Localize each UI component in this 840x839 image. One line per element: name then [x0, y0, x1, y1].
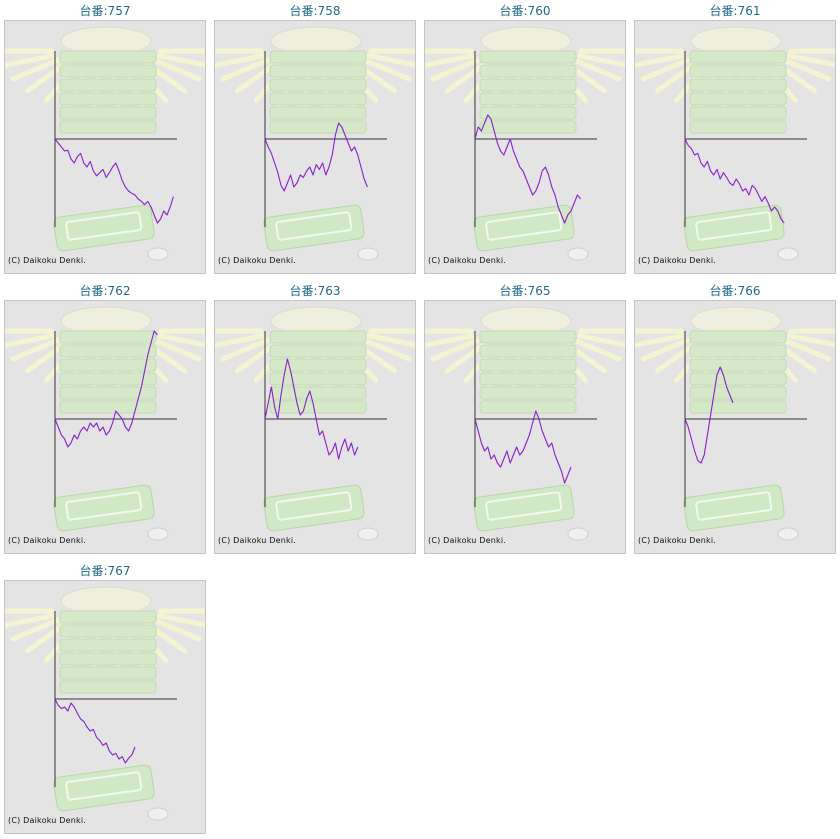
copyright-text: (C) Daikoku Denki.: [8, 816, 87, 825]
chart-title: 台番:765: [499, 284, 551, 298]
copyright-text: (C) Daikoku Denki.: [218, 536, 297, 545]
chart-title: 台番:763: [289, 284, 341, 298]
chart-panel: 台番:762 (C) Daikoku Denki.: [4, 280, 206, 556]
chart-panel: 台番:766 (C) Daikoku Denki.: [634, 280, 836, 556]
copyright-text: (C) Daikoku Denki.: [428, 536, 507, 545]
chart-panel: 台番:763 (C) Daikoku Denki.: [214, 280, 416, 556]
chart-frame: (C) Daikoku Denki.: [4, 580, 206, 834]
copyright-text: (C) Daikoku Denki.: [638, 256, 717, 265]
series-line: [264, 122, 368, 192]
chart-frame: (C) Daikoku Denki.: [634, 20, 836, 274]
copyright-text: (C) Daikoku Denki.: [8, 536, 87, 545]
series-line: [684, 366, 734, 464]
series-line: [54, 698, 136, 764]
copyright-text: (C) Daikoku Denki.: [638, 536, 717, 545]
chart-svg: [635, 306, 835, 541]
chart-panel: 台番:767 (C) Daikoku Denki.: [4, 560, 206, 836]
chart-frame: (C) Daikoku Denki.: [214, 300, 416, 554]
chart-frame: (C) Daikoku Denki.: [634, 300, 836, 554]
chart-svg: [215, 306, 415, 541]
series-line: [474, 410, 572, 484]
chart-title: 台番:761: [709, 4, 761, 18]
chart-panel: 台番:757 (C) Daikoku Denki.: [4, 0, 206, 276]
series-line: [474, 114, 582, 224]
chart-frame: (C) Daikoku Denki.: [214, 20, 416, 274]
chart-svg: [5, 26, 205, 261]
chart-panel: 台番:761 (C) Daikoku Denki.: [634, 0, 836, 276]
chart-svg: [5, 586, 205, 821]
copyright-text: (C) Daikoku Denki.: [218, 256, 297, 265]
chart-frame: (C) Daikoku Denki.: [424, 20, 626, 274]
chart-svg: [425, 26, 625, 261]
chart-svg: [215, 26, 415, 261]
copyright-text: (C) Daikoku Denki.: [428, 256, 507, 265]
chart-panel: 台番:765 (C) Daikoku Denki.: [424, 280, 626, 556]
chart-frame: (C) Daikoku Denki.: [424, 300, 626, 554]
machine-illustration: [5, 586, 205, 821]
series-line: [54, 138, 174, 224]
machine-illustration: [635, 306, 835, 541]
machine-illustration: [425, 306, 625, 541]
chart-svg: [5, 306, 205, 541]
chart-svg: [425, 306, 625, 541]
chart-title: 台番:757: [79, 4, 131, 18]
chart-panel: 台番:758 (C) Daikoku Denki.: [214, 0, 416, 276]
chart-svg: [635, 26, 835, 261]
chart-frame: (C) Daikoku Denki.: [4, 300, 206, 554]
series-line: [264, 358, 359, 460]
chart-title: 台番:760: [499, 4, 551, 18]
machine-illustration: [5, 306, 205, 541]
machine-illustration: [215, 306, 415, 541]
copyright-text: (C) Daikoku Denki.: [8, 256, 87, 265]
chart-title: 台番:766: [709, 284, 761, 298]
machine-illustration: [5, 26, 205, 261]
chart-title: 台番:767: [79, 564, 131, 578]
chart-title: 台番:762: [79, 284, 131, 298]
machine-illustration: [215, 26, 415, 261]
series-line: [684, 138, 785, 224]
machine-illustration: [635, 26, 835, 261]
machine-illustration: [425, 26, 625, 261]
chart-panel: 台番:760 (C) Daikoku Denki.: [424, 0, 626, 276]
series-line: [54, 330, 158, 448]
chart-title: 台番:758: [289, 4, 341, 18]
chart-frame: (C) Daikoku Denki.: [4, 20, 206, 274]
